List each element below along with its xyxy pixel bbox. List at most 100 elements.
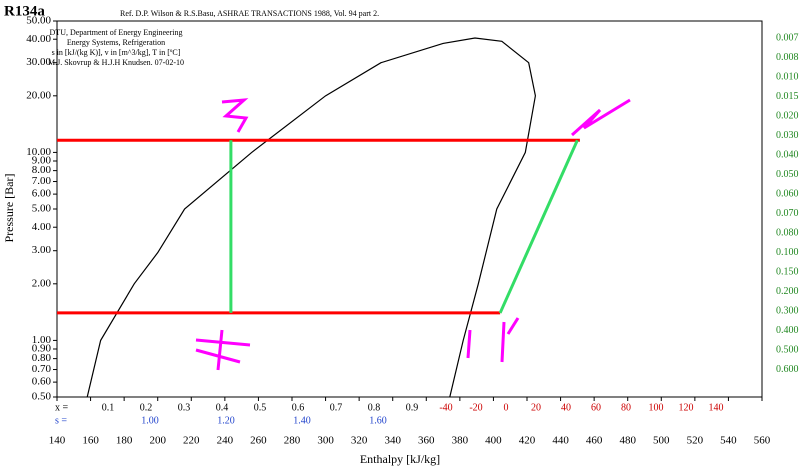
volume-label: 0.060: [776, 188, 799, 199]
volume-label: 0.150: [776, 266, 799, 277]
volume-label: 0.008: [776, 52, 799, 63]
y-tick-label: 2.00: [32, 277, 52, 289]
y-tick-label: 5.00: [32, 203, 52, 215]
volume-label: 0.070: [776, 208, 799, 219]
volume-label: 0.015: [776, 91, 799, 102]
x-tick-label: 540: [720, 435, 737, 447]
scribble: [195, 329, 251, 371]
x-tick-label: 300: [317, 435, 334, 447]
temperature-label: 20: [531, 402, 541, 413]
x-tick-label: 500: [653, 435, 670, 447]
y-tick-label: 10.00: [26, 146, 51, 158]
info-line: M.J. Skovrup & H.J.H Knudsen. 07-02-10: [48, 58, 184, 67]
entropy-label: 1.20: [217, 415, 235, 426]
x-tick-label: 360: [418, 435, 435, 447]
info-line: Energy Systems, Refrigeration: [67, 38, 165, 47]
volume-label: 0.080: [776, 227, 799, 238]
y-tick-label: 40.00: [26, 33, 51, 45]
x-tick-label: 520: [687, 435, 704, 447]
quality-label: 0.1: [102, 402, 115, 413]
temperature-label: 140: [709, 402, 724, 413]
y-tick-label: 8.00: [32, 164, 52, 176]
volume-label: 0.010: [776, 71, 799, 82]
x-tick-label: 160: [82, 435, 99, 447]
x-tick-label: 140: [49, 435, 66, 447]
y-tick-label: 0.70: [32, 363, 52, 375]
y-tick-label: 30.00: [26, 56, 51, 68]
entropy-label: 1.40: [293, 415, 311, 426]
x-tick-label: 340: [384, 435, 401, 447]
x-tick-label: 180: [116, 435, 133, 447]
quality-label: 0.6: [292, 402, 305, 413]
quality-label: 0.4: [216, 402, 229, 413]
volume-label: 0.007: [776, 32, 799, 43]
scribbles: [195, 98, 631, 371]
temperature-label: 120: [679, 402, 694, 413]
x-tick-label: 320: [351, 435, 368, 447]
quality-label: 0.9: [406, 402, 419, 413]
volume-label: 0.100: [776, 247, 799, 258]
info-line: s in [kJ/(kg K)], v in [m^3/kg], T in [º…: [52, 48, 181, 57]
x-tick-label: 460: [586, 435, 603, 447]
quality-label: 0.8: [368, 402, 381, 413]
volume-label: 0.020: [776, 110, 799, 121]
x-tick-label: 280: [284, 435, 301, 447]
volume-label: 0.500: [776, 344, 799, 355]
info-line: DTU, Department of Energy Engineering: [50, 28, 183, 37]
x-tick-label: 480: [619, 435, 636, 447]
chart-title: R134a: [4, 3, 45, 19]
temperature-label: 60: [591, 402, 601, 413]
volume-label: 0.300: [776, 305, 799, 316]
quality-label: 0.2: [140, 402, 153, 413]
y-tick-label: 0.80: [32, 352, 52, 364]
entropy-label: 1.00: [141, 415, 159, 426]
y-tick-label: 0.90: [32, 343, 52, 355]
x-axis-label: Enthalpy [kJ/kg]: [360, 452, 440, 466]
quality-label: 0.7: [330, 402, 343, 413]
y-tick-label: 50.00: [26, 15, 51, 27]
entropy-row-label: s =: [55, 415, 67, 426]
x-tick-label: 420: [519, 435, 536, 447]
volume-label: 0.200: [776, 286, 799, 297]
volume-label: 0.040: [776, 149, 799, 160]
y-tick-label: 1.00: [32, 334, 52, 346]
y-tick-label: 6.00: [32, 188, 52, 200]
y-tick-label: 9.00: [32, 155, 52, 167]
y-tick-label: 7.00: [32, 175, 52, 187]
y-tick-label: 4.00: [32, 221, 52, 233]
scribble: [571, 98, 631, 137]
volume-label: 0.050: [776, 169, 799, 180]
volume-label: 0.030: [776, 130, 799, 141]
info-box: [4, 26, 229, 70]
series-line: [86, 37, 537, 398]
scribble: [221, 98, 249, 133]
quality-label: 0.5: [254, 402, 267, 413]
volume-label: 0.400: [776, 325, 799, 336]
temperature-label: 0: [504, 402, 509, 413]
x-tick-label: 240: [217, 435, 234, 447]
quality-label: 0.3: [178, 402, 191, 413]
x-tick-label: 560: [754, 435, 771, 447]
y-tick-label: 0.60: [32, 376, 52, 388]
temperature-label: -20: [469, 402, 482, 413]
temperature-label: 80: [621, 402, 631, 413]
y-axis-label: Pressure [Bar]: [2, 174, 16, 243]
y-tick-label: 0.50: [32, 391, 52, 403]
subtitle: Ref. D.P. Wilson & R.S.Basu, ASHRAE TRAN…: [120, 9, 379, 18]
y-tick-label: 3.00: [32, 244, 52, 256]
quality-row-label: x =: [55, 402, 69, 413]
series-line: [498, 139, 579, 314]
y-tick-label: 20.00: [26, 89, 51, 101]
temperature-label: 100: [649, 402, 664, 413]
scribble: [466, 317, 520, 363]
x-tick-label: 400: [485, 435, 502, 447]
temperature-label: -40: [439, 402, 452, 413]
volume-label: 0.600: [776, 364, 799, 375]
x-tick-label: 200: [149, 435, 166, 447]
x-tick-label: 220: [183, 435, 200, 447]
x-tick-label: 440: [552, 435, 569, 447]
entropy-label: 1.60: [369, 415, 387, 426]
